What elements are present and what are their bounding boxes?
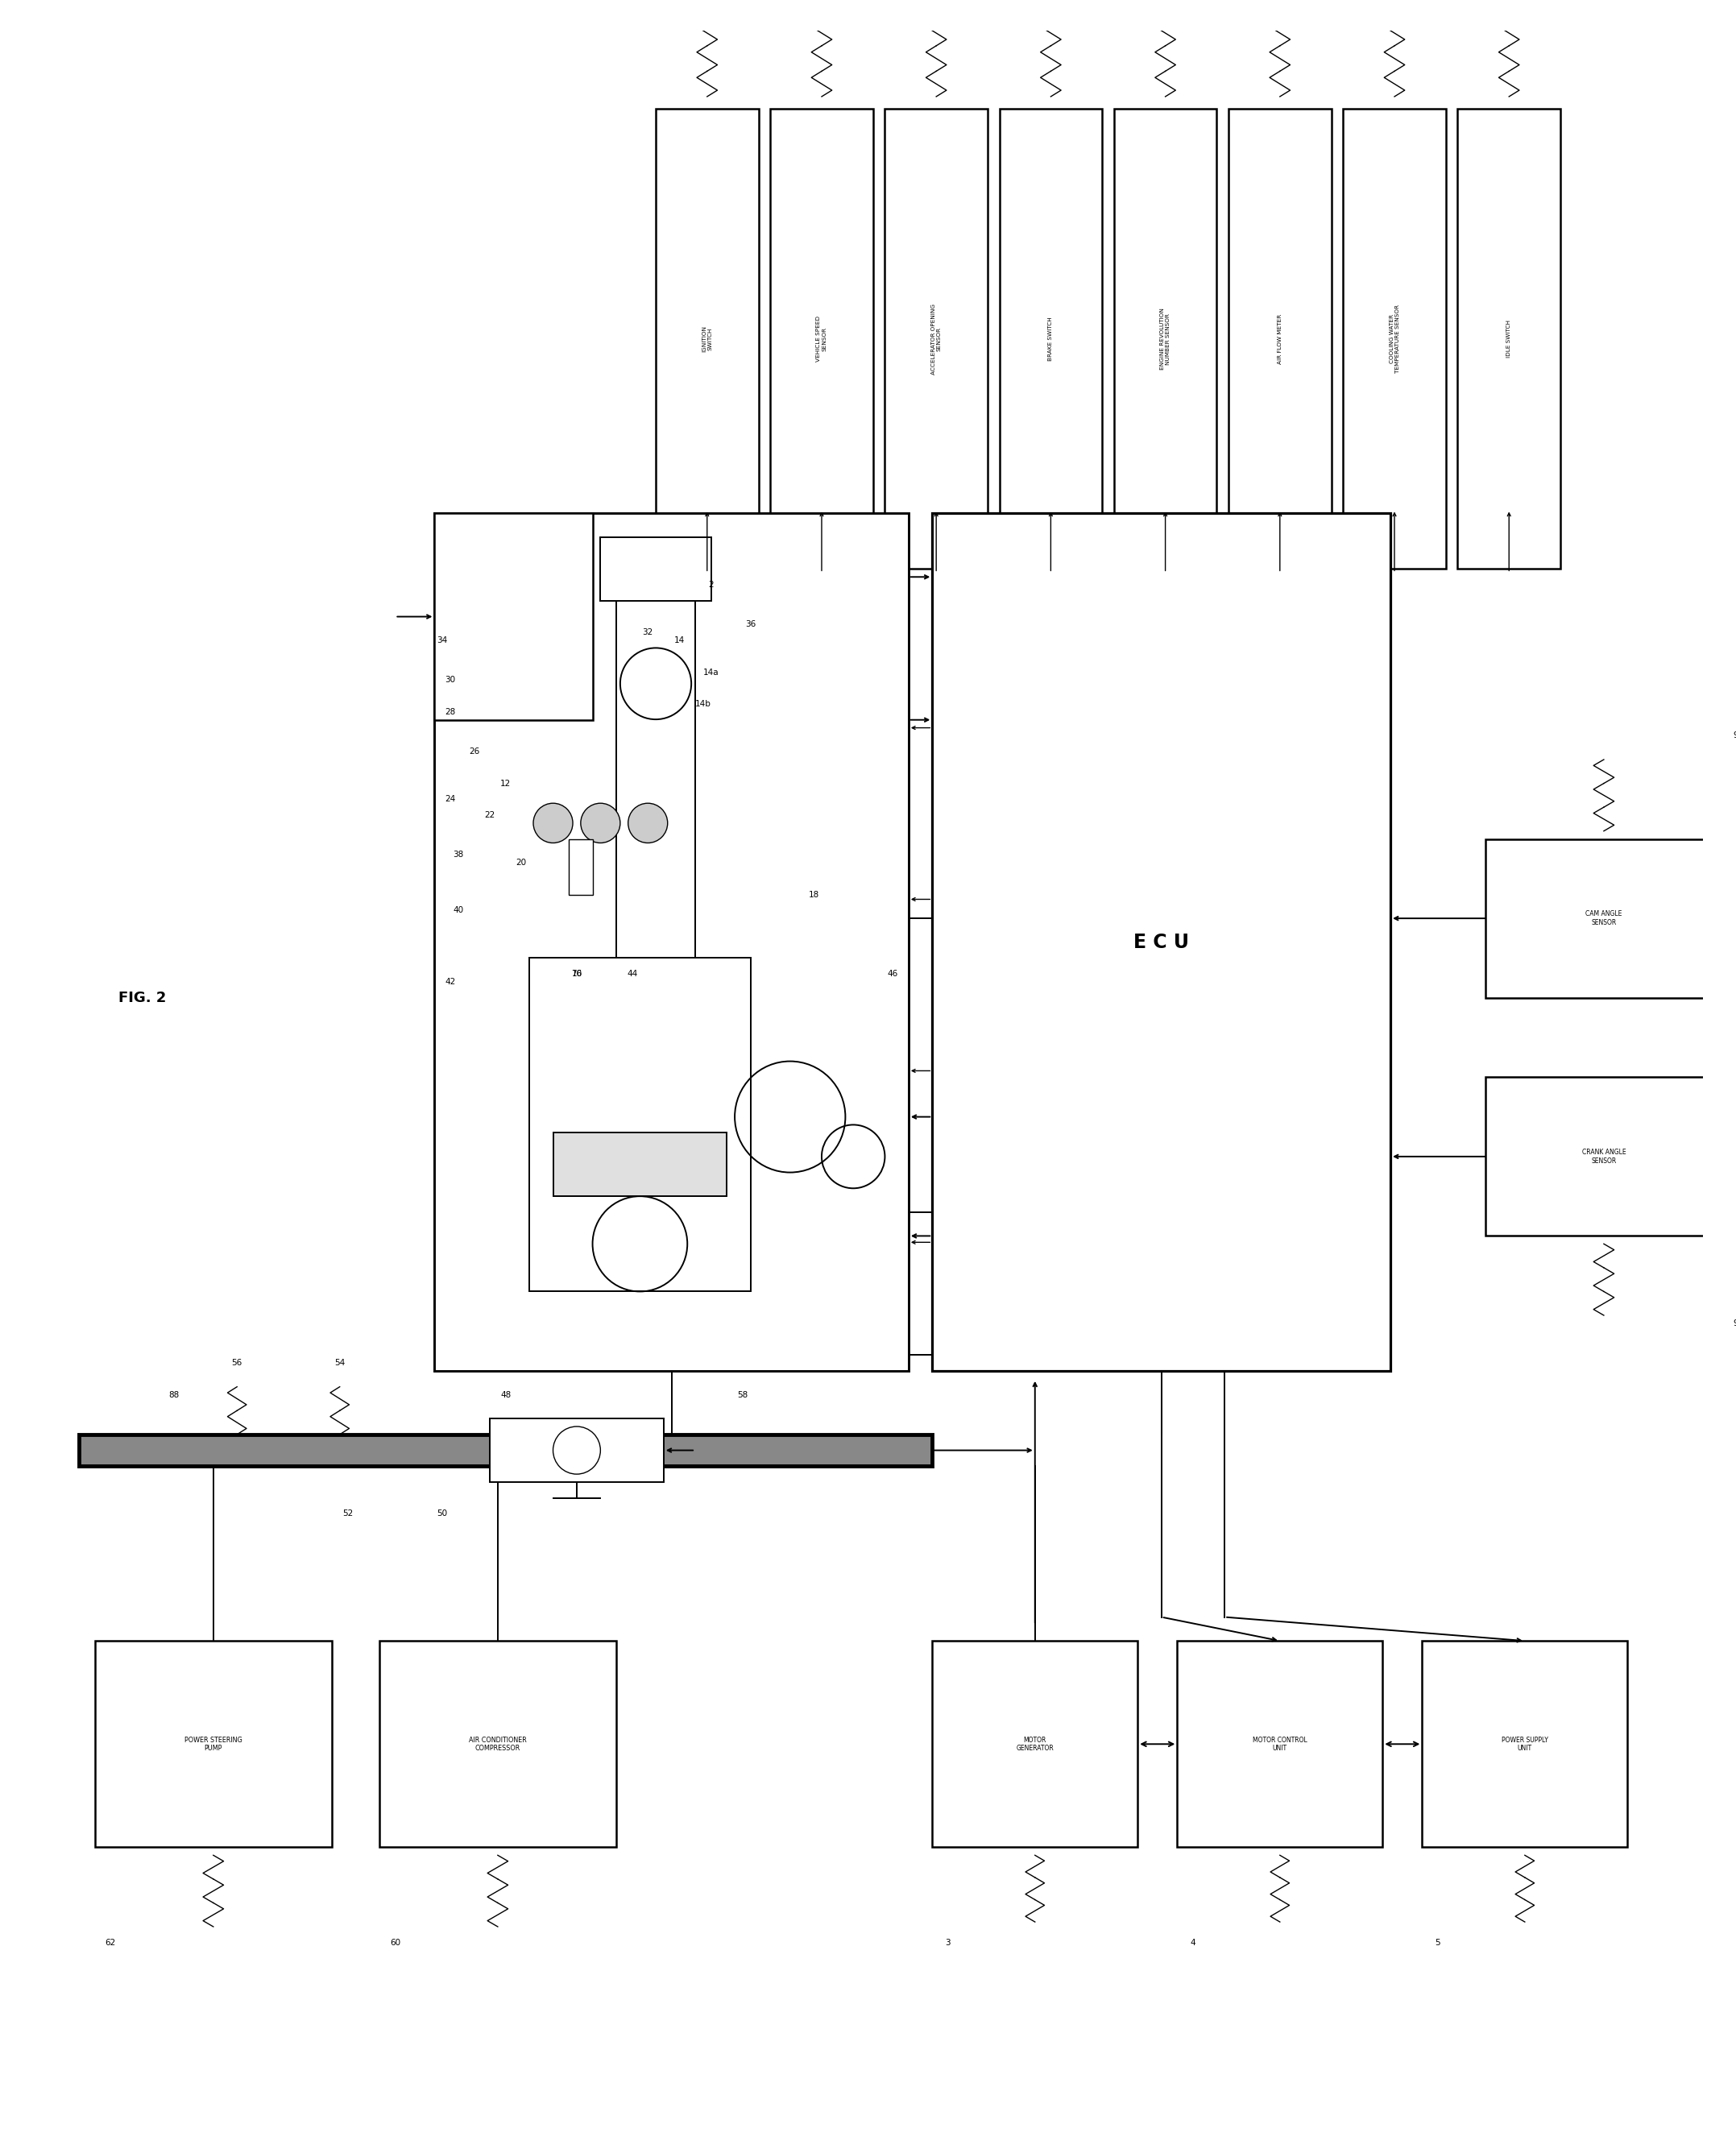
Bar — [554, 1133, 727, 1197]
Text: 56: 56 — [231, 1358, 243, 1367]
Text: 90: 90 — [1733, 1319, 1736, 1328]
Text: POWER SUPPLY
UNIT: POWER SUPPLY UNIT — [1502, 1736, 1549, 1751]
Text: 32: 32 — [642, 628, 653, 636]
Bar — [434, 514, 908, 1371]
Text: 36: 36 — [745, 621, 755, 630]
Text: 48: 48 — [500, 1390, 510, 1399]
Text: MOTOR CONTROL
UNIT: MOTOR CONTROL UNIT — [1253, 1736, 1307, 1751]
Text: VEHICLE SPEED
SENSOR: VEHICLE SPEED SENSOR — [816, 316, 826, 361]
Text: 38: 38 — [453, 851, 464, 860]
Text: 92: 92 — [1733, 731, 1736, 739]
Bar — [601, 537, 712, 602]
Text: 24: 24 — [444, 795, 455, 804]
Text: 44: 44 — [627, 969, 637, 978]
Bar — [434, 514, 592, 720]
Bar — [1000, 107, 1102, 569]
Bar — [616, 576, 694, 958]
Circle shape — [554, 1427, 601, 1474]
Bar — [1229, 107, 1332, 569]
Text: ACCELERATOR OPENING
SENSOR: ACCELERATOR OPENING SENSOR — [930, 303, 941, 374]
Text: CRANK ANGLE
SENSOR: CRANK ANGLE SENSOR — [1581, 1150, 1627, 1165]
Text: 3: 3 — [946, 1938, 951, 1947]
Text: 34: 34 — [437, 636, 448, 645]
Text: CAM ANGLE
SENSOR: CAM ANGLE SENSOR — [1585, 911, 1621, 926]
Text: 5: 5 — [1436, 1938, 1441, 1947]
Text: 50: 50 — [437, 1511, 448, 1517]
Text: ENGINE REVOLUTION
NUMBER SENSOR: ENGINE REVOLUTION NUMBER SENSOR — [1160, 307, 1170, 370]
Text: 18: 18 — [809, 890, 819, 898]
Bar — [1177, 1642, 1382, 1848]
Text: 70: 70 — [571, 969, 582, 978]
Text: 4: 4 — [1191, 1938, 1196, 1947]
Bar — [656, 107, 759, 569]
Text: 28: 28 — [444, 707, 455, 716]
Bar — [529, 958, 750, 1292]
Text: IGNITION
SWITCH: IGNITION SWITCH — [701, 324, 712, 352]
Text: 14a: 14a — [703, 668, 719, 677]
Text: 14b: 14b — [694, 701, 712, 707]
Text: 26: 26 — [469, 748, 479, 756]
Bar — [80, 1433, 932, 1466]
Bar — [1344, 107, 1446, 569]
Bar — [932, 1642, 1137, 1848]
Text: 40: 40 — [453, 907, 464, 915]
Text: 16: 16 — [571, 969, 582, 978]
Text: 14: 14 — [674, 636, 684, 645]
Text: POWER STEERING
PUMP: POWER STEERING PUMP — [184, 1736, 243, 1751]
Text: MOTOR
GENERATOR: MOTOR GENERATOR — [1016, 1736, 1054, 1751]
Bar — [569, 838, 592, 894]
Text: FIG. 2: FIG. 2 — [118, 991, 167, 1006]
Circle shape — [628, 804, 668, 842]
Bar — [885, 107, 988, 569]
Text: IDLE SWITCH: IDLE SWITCH — [1507, 320, 1512, 357]
Bar — [1486, 838, 1722, 997]
Bar — [378, 1642, 616, 1848]
Text: 54: 54 — [335, 1358, 345, 1367]
Circle shape — [580, 804, 620, 842]
Bar — [1422, 1642, 1628, 1848]
Text: 30: 30 — [444, 677, 455, 683]
Text: E C U: E C U — [1134, 933, 1189, 952]
Circle shape — [533, 804, 573, 842]
Text: AIR CONDITIONER
COMPRESSOR: AIR CONDITIONER COMPRESSOR — [469, 1736, 526, 1751]
Text: AIR FLOW METER: AIR FLOW METER — [1278, 314, 1283, 363]
Bar — [1115, 107, 1217, 569]
Bar — [771, 107, 873, 569]
Text: 58: 58 — [738, 1390, 748, 1399]
Text: COOLING WATER
TEMPERATURE SENSOR: COOLING WATER TEMPERATURE SENSOR — [1389, 305, 1399, 374]
Text: 42: 42 — [444, 978, 455, 986]
Text: BRAKE SWITCH: BRAKE SWITCH — [1049, 316, 1054, 361]
Text: 60: 60 — [391, 1938, 401, 1947]
Text: 20: 20 — [516, 860, 526, 866]
Bar — [490, 1418, 663, 1483]
Bar — [1458, 107, 1561, 569]
Text: 2: 2 — [708, 580, 713, 589]
Text: 46: 46 — [887, 969, 898, 978]
Bar — [1486, 1077, 1722, 1236]
Text: 88: 88 — [168, 1390, 179, 1399]
Bar — [95, 1642, 332, 1848]
Text: 52: 52 — [342, 1511, 352, 1517]
Text: 22: 22 — [484, 810, 495, 819]
Text: 62: 62 — [106, 1938, 116, 1947]
Text: 12: 12 — [500, 780, 510, 787]
Bar — [932, 514, 1391, 1371]
